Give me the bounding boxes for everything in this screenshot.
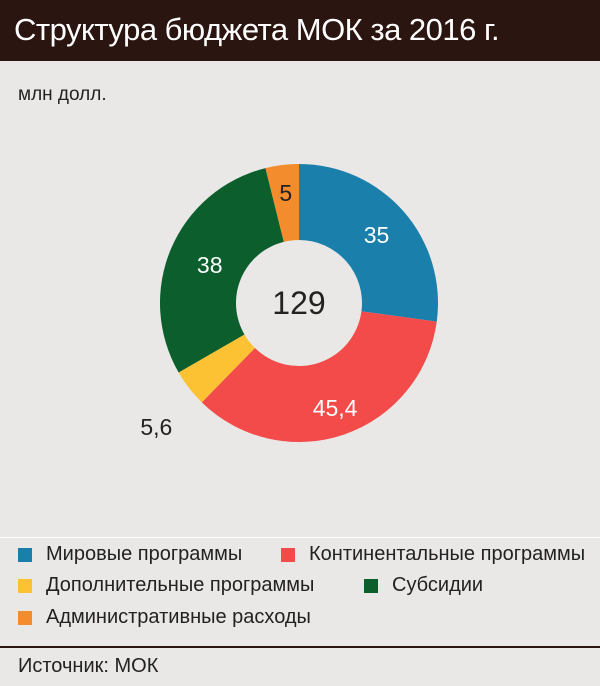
center-total-label: 129 [272,285,325,321]
chart-title: Структура бюджета МОК за 2016 г. [14,12,500,47]
legend-item: Субсидии [364,574,483,597]
data-label-2: 45,4 [313,395,358,421]
legend-label: Дополнительные программы [46,574,315,596]
legend-swatch [281,547,295,562]
legend-swatch [18,610,32,625]
slice-2 [201,311,437,443]
slice-3 [178,334,255,403]
legend: Мировые программы Континентальные програм… [0,538,600,646]
legend-item: Континентальные программы [281,543,585,566]
data-label-5: 5 [279,180,292,206]
source-divider [0,646,600,648]
donut-chart: 35 45,4 5,6 38 5 129 [140,164,438,443]
unit-label: млн долл. [18,84,107,105]
legend-swatch [18,547,32,562]
legend-swatch [364,578,378,593]
legend-item: Мировые программы [18,543,242,566]
slice-1 [299,164,438,322]
legend-label: Мировые программы [46,543,243,565]
legend-item: Административные расходы [18,606,311,629]
legend-label: Субсидии [392,574,484,596]
slice-4 [159,168,284,373]
legend-item: Дополнительные программы [18,574,314,597]
legend-divider [0,537,600,538]
header-bar: Структура бюджета МОК за 2016 г. [0,0,600,61]
data-label-4: 38 [197,252,223,278]
legend-swatch [18,578,32,593]
legend-label: Континентальные программы [309,543,586,565]
source-label: Источник: МОК [18,655,159,677]
data-label-1: 35 [364,222,390,248]
data-label-3: 5,6 [140,414,172,440]
slice-5 [265,164,299,242]
legend-label: Административные расходы [46,606,311,628]
